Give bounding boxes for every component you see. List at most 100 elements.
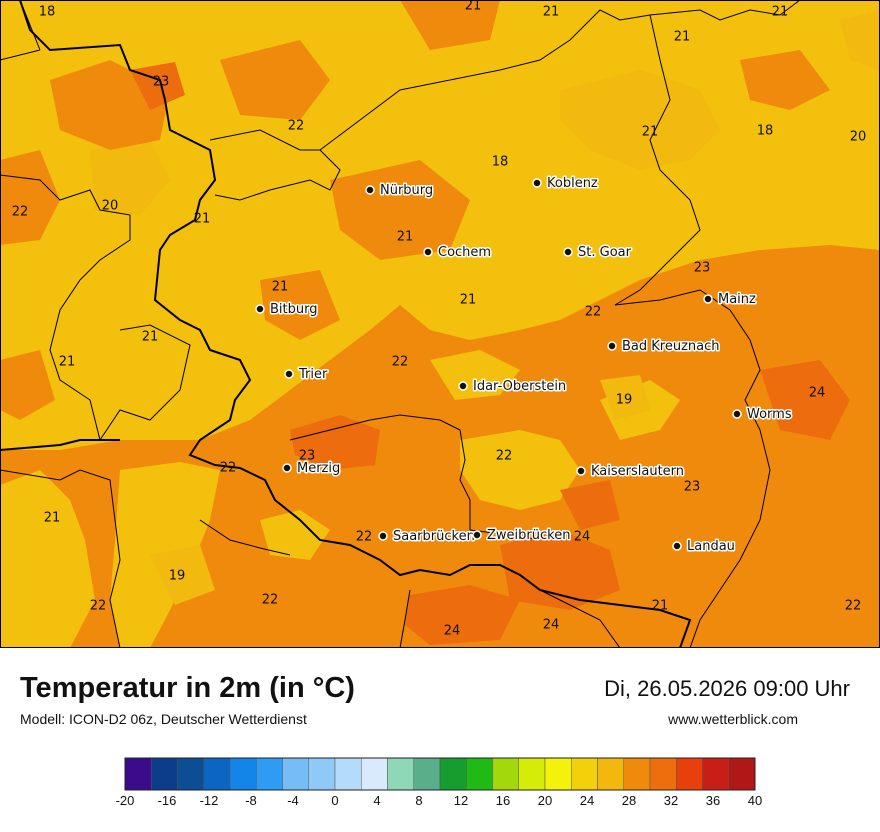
city-marker [282,463,292,473]
city-label: Bad Kreuznach [622,339,720,354]
map-title: Temperatur in 2m (in °C) [20,672,355,704]
city-marker [458,381,468,391]
city-label: Bitburg [270,302,318,317]
city-marker [378,531,388,541]
city-label: Worms [747,407,792,422]
color-scale-box [439,757,467,791]
city-marker [423,247,433,257]
color-scale-box [571,757,598,791]
temperature-value: 23 [153,75,170,90]
color-scale-box [597,757,624,791]
temperature-value: 22 [288,119,305,134]
temperature-value: 21 [44,511,61,526]
city-label: Landau [687,539,735,554]
city-marker [365,185,375,195]
temperature-value: 22 [90,599,107,614]
map-canvas: 18 21 21 21 23 21 22 21 18 20 18 22 20 21 21 21 23 21 22 21… [0,0,880,648]
temperature-value: 21 [272,280,289,295]
temperature-value: 21 [543,5,560,20]
temperature-value: 19 [616,393,633,408]
city-marker [563,247,573,257]
color-scale-tick-label: 28 [622,793,636,808]
color-scale-box [466,757,493,791]
color-scale-box [256,757,283,791]
temperature-value: 24 [809,386,826,401]
temperature-value: 22 [356,530,373,545]
city-label: Cochem [438,245,491,260]
temperature-value: 22 [585,305,602,320]
color-scale-box [308,757,336,791]
color-scale-tick-label: -8 [245,793,257,808]
temperature-value: 18 [757,124,774,139]
color-scale-tick-label: -16 [158,793,177,808]
country-state-borders [0,0,801,648]
color-scale-tick-label: 24 [580,793,594,808]
temperature-value: 22 [220,461,237,476]
temperature-value: 23 [694,261,711,276]
color-scale-tick-label: -12 [200,793,219,808]
temperature-value: 24 [574,530,591,545]
website-link[interactable]: www.wetterblick.com [668,711,798,727]
temperature-value: 21 [674,30,691,45]
temperature-value: 22 [392,355,409,370]
temperature-value: 21 [194,212,211,227]
model-source: Modell: ICON-D2 06z, Deutscher Wetterdie… [20,711,307,727]
color-scale-tick-label: 20 [538,793,552,808]
city-marker [732,409,742,419]
color-scale-box [676,757,703,791]
color-scale-box [492,757,519,791]
color-scale-box [282,757,309,791]
color-scale-tick-label: 40 [748,793,762,808]
color-scale-tick-label: 16 [496,793,510,808]
temperature-zone-24-26 [130,62,850,645]
temperature-value: 21 [772,5,789,20]
city-label: Koblenz [547,176,598,191]
temperature-value: 18 [39,5,56,20]
color-scale-box [387,757,414,791]
color-scale-svg: -20 -16 -12 -8 -4 0 4 8 12 16 20 24 28 32 36 40 [116,757,762,808]
city-label: St. Goar [578,245,632,260]
color-scale-frame [124,757,756,791]
color-scale-box [334,757,362,791]
color-scale-box [544,757,572,791]
temperature-value: 21 [460,293,477,308]
city-marker [255,304,265,314]
legend-panel: Temperatur in 2m (in °C) Modell: ICON-D2… [0,648,880,830]
temperature-value: 18 [492,155,509,170]
temperature-value: 21 [465,0,482,14]
color-scale-tick-label: 32 [664,793,678,808]
color-scale-tick-label: 4 [373,793,380,808]
temperature-value: 22 [12,205,29,220]
city-label: Nürburg [380,183,433,198]
temperature-value: 22 [845,599,862,614]
temperature-value: 23 [299,449,316,464]
color-scale-box [518,757,546,791]
color-scale-tick-label: -20 [116,793,135,808]
temperature-value: 21 [142,330,159,345]
color-scale-tick-label: -4 [287,793,299,808]
color-scale-box [124,757,152,791]
temperature-value: 19 [169,569,186,584]
color-scale-box [151,757,178,791]
temperature-value: 24 [543,618,560,633]
temperature-value: 21 [397,230,414,245]
city-label: Idar-Oberstein [473,379,566,394]
city-marker [703,294,713,304]
temperature-value: 21 [642,125,659,140]
color-scale-box [361,757,388,791]
city-marker [532,178,542,188]
color-scale-tick-label: 0 [331,793,338,808]
color-scale-tick-label: 36 [706,793,720,808]
temperature-value: 22 [262,593,279,608]
city-label: Mainz [718,292,756,307]
color-scale: -20 -16 -12 -8 -4 0 4 8 12 16 20 24 28 32 36 40 [0,748,880,828]
temperature-values: 18 21 21 21 23 21 22 21 18 20 18 22 20 21 21 21 23 21 22 21… [12,0,867,639]
city-marker [672,541,682,551]
temperature-value: 21 [652,599,669,614]
temperature-value: 20 [850,130,867,145]
city-label: Zweibrücken [487,528,570,543]
color-scale-tick-label: 12 [454,793,468,808]
temperature-value: 24 [444,624,461,639]
valid-datetime: Di, 26.05.2026 09:00 Uhr [604,676,850,701]
color-scale-box [702,757,729,791]
